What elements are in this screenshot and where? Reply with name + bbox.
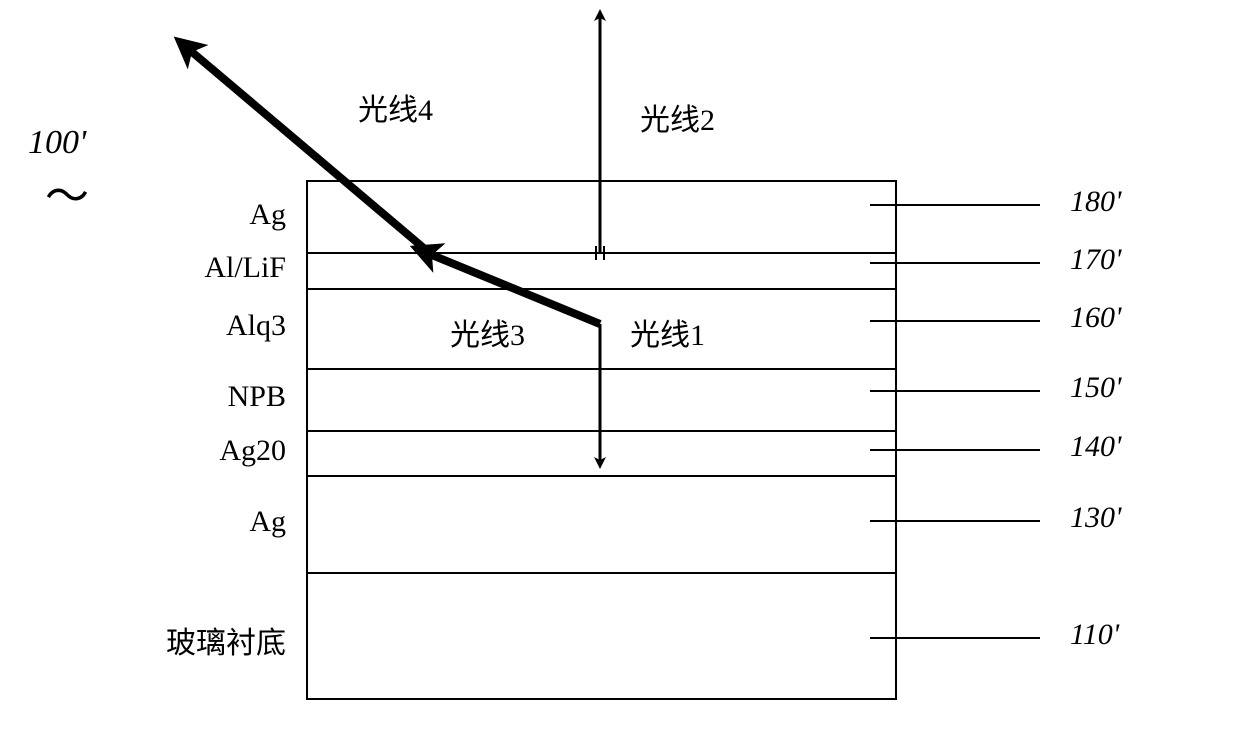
leader-line-ag20 [870, 449, 1040, 451]
ray-label-ray3: 光线3 [450, 310, 525, 354]
ref-label-ag_top: 180' [1070, 185, 1121, 219]
layer-stack [306, 180, 897, 700]
ray-interface-tick-right [603, 246, 605, 260]
ref-label-npb: 150' [1070, 371, 1121, 405]
layer-label-ag_top: Ag [116, 198, 286, 232]
ray-label-ray1: 光线1 [630, 310, 705, 354]
ref-label-alq3: 160' [1070, 301, 1121, 335]
layer-label-alq3: Alq3 [116, 309, 286, 343]
ray-label-ray2: 光线2 [640, 95, 715, 139]
layer-npb [308, 368, 895, 430]
leader-line-glass [870, 637, 1040, 639]
layer-label-npb: NPB [116, 380, 286, 414]
layer-ag20 [308, 430, 895, 475]
leader-line-ag_bot [870, 520, 1040, 522]
ray-label-ray4: 光线4 [358, 85, 433, 129]
layer-alq3 [308, 288, 895, 368]
leader-line-alq3 [870, 320, 1040, 322]
layer-glass [308, 572, 895, 702]
ref-label-glass: 110' [1070, 618, 1119, 652]
ref-label-ag_bot: 130' [1070, 501, 1121, 535]
layer-label-ag_bot: Ag [116, 505, 286, 539]
layer-ag_top [308, 182, 895, 252]
layer-al_lif [308, 252, 895, 288]
leader-line-ag_top [870, 204, 1040, 206]
tilde-mark: 〜 [45, 160, 89, 224]
layer-ag_bot [308, 475, 895, 572]
ref-label-al_lif: 170' [1070, 243, 1121, 277]
ray-interface-tick-left [595, 246, 597, 260]
structure-ref-label: 100' [28, 124, 86, 162]
leader-line-al_lif [870, 262, 1040, 264]
layer-label-glass: 玻璃衬底 [116, 618, 286, 662]
ref-label-ag20: 140' [1070, 430, 1121, 464]
layer-label-al_lif: Al/LiF [116, 251, 286, 285]
leader-line-npb [870, 390, 1040, 392]
layer-label-ag20: Ag20 [116, 434, 286, 468]
